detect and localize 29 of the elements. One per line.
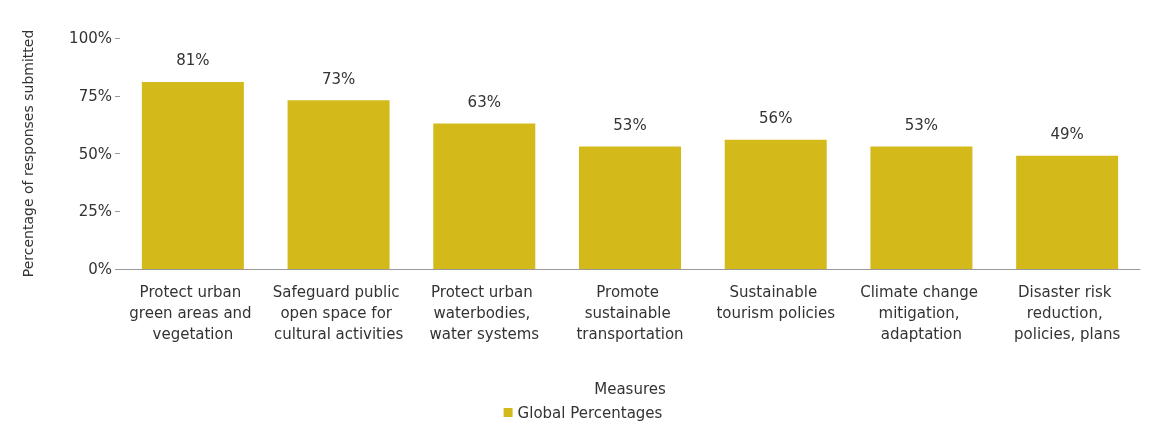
x-tick-label: Disaster risk reduction, policies, plans [1014, 282, 1121, 343]
y-tick-label: 75% [78, 86, 112, 105]
y-tick-label: 50% [78, 144, 112, 163]
x-tick-label: Promote sustainable transportation [576, 282, 684, 343]
data-label: 53% [613, 116, 647, 135]
bar [579, 146, 681, 269]
data-label: 63% [467, 92, 501, 111]
bar [870, 146, 973, 269]
data-label: 49% [1050, 125, 1084, 144]
bar [1016, 155, 1119, 269]
bar [141, 81, 244, 269]
x-tick-label: Protect urban waterbodies, water systems [429, 282, 540, 343]
bar [724, 139, 827, 269]
x-tick-label: Sustainable tourism policies [716, 282, 836, 322]
x-tick-label: Protect urban green areas and vegetation [129, 282, 257, 343]
x-tick-label: Climate change mitigation, adaptation [860, 282, 983, 343]
y-axis-title: Percentage of responses submitted [20, 29, 36, 278]
bar [433, 123, 536, 269]
y-tick-label: 100% [69, 29, 112, 47]
y-tick-label: 25% [78, 202, 112, 221]
y-tick-label: 0% [88, 260, 112, 278]
x-tick-label: Safeguard public open space for cultural activities [272, 282, 405, 343]
data-label: 56% [759, 109, 793, 128]
x-axis-title: Measures [594, 379, 666, 398]
data-label: 73% [321, 69, 356, 88]
legend-label: Global Percentages [517, 403, 663, 422]
bar [287, 100, 390, 269]
data-label: 53% [904, 116, 939, 135]
data-label: 81% [176, 51, 210, 70]
